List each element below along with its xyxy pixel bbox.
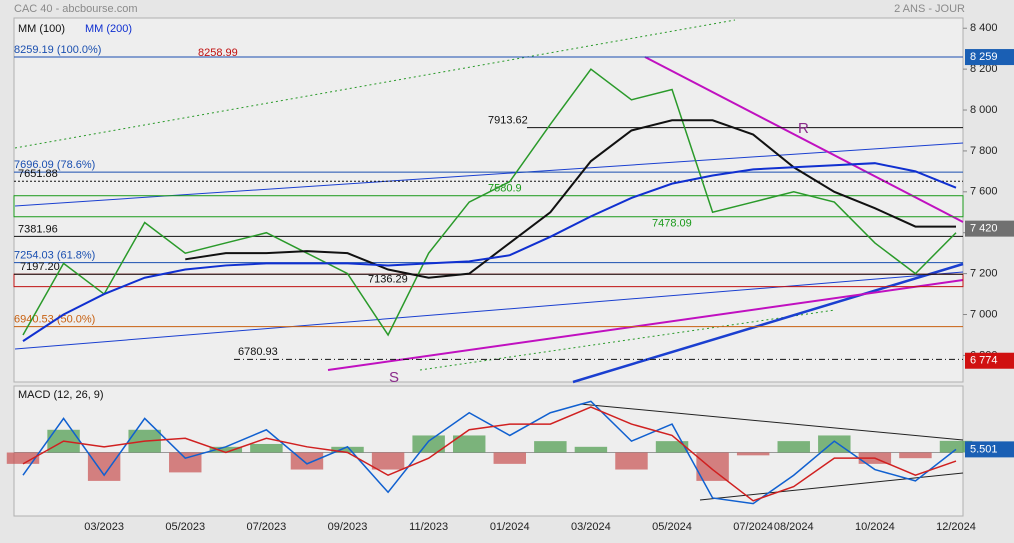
trend-line xyxy=(327,279,964,371)
level-label: 7913.62 xyxy=(488,115,528,127)
zone-label: 7478.09 xyxy=(652,218,692,230)
histogram-bar xyxy=(574,446,608,453)
zone xyxy=(13,195,964,218)
y-tick-label: 7 200 xyxy=(970,268,998,280)
price-marker xyxy=(965,49,1014,66)
trend-line xyxy=(644,56,964,223)
histogram-bar xyxy=(169,452,202,473)
histogram-bar xyxy=(777,441,810,453)
level-label: 8259.19 (100.0%) xyxy=(14,44,101,56)
histogram-bar xyxy=(696,452,729,481)
histogram-bar xyxy=(615,452,648,470)
legend-entry: MM (100) xyxy=(18,23,65,35)
x-tick-label: 07/2024 xyxy=(733,521,773,533)
histogram-bar xyxy=(655,441,689,453)
y-tick-label: 7 600 xyxy=(970,186,998,198)
histogram-bar xyxy=(87,452,121,481)
series-line xyxy=(22,68,957,337)
histogram-bar xyxy=(209,446,243,453)
price-marker-label: 7 420 xyxy=(970,223,998,235)
macd-title: MACD (12, 26, 9) xyxy=(18,389,104,401)
histogram-bar xyxy=(412,435,445,453)
x-tick-label: 05/2024 xyxy=(652,521,692,533)
legend-entry: MM (200) xyxy=(85,23,132,35)
histogram-bar xyxy=(534,441,567,453)
x-tick-label: 03/2024 xyxy=(571,521,611,533)
x-tick-label: 11/2023 xyxy=(409,521,448,533)
level-label: 7651.88 xyxy=(18,168,58,180)
price-marker-label: 8 259 xyxy=(970,51,998,63)
series-line xyxy=(22,400,957,505)
histogram-bar xyxy=(939,440,973,453)
histogram-bar xyxy=(331,446,364,453)
x-tick-label: 03/2023 xyxy=(84,521,124,533)
annotation: S xyxy=(389,369,399,386)
chart-subtitle: 2 ANS - JOUR xyxy=(894,3,965,15)
zone-label: 7580.9 xyxy=(488,183,522,195)
peak-label: 8258.99 xyxy=(198,47,238,59)
histogram-bar xyxy=(899,452,932,459)
histogram-bar xyxy=(736,452,770,456)
level-label: 7197.20 xyxy=(20,261,60,273)
zone-label: 7136.29 xyxy=(368,274,408,286)
series-line xyxy=(22,406,957,502)
price-marker xyxy=(965,352,1014,369)
y-tick-label: 8 400 xyxy=(970,22,998,34)
trend-line xyxy=(14,19,736,149)
y-tick-label: 7 000 xyxy=(970,308,998,320)
level-label: 6780.93 xyxy=(238,346,278,358)
x-tick-label: 09/2023 xyxy=(328,521,368,533)
data-layer: 7580.9 7478.09 7136.29 8259.19 (100.0%) 7913… xyxy=(6,22,1014,533)
price-marker-label: 6 774 xyxy=(970,355,998,367)
price-panel xyxy=(13,17,964,383)
histogram-bar xyxy=(493,452,527,464)
trend-line xyxy=(572,262,964,384)
x-tick-label: 01/2024 xyxy=(490,521,530,533)
x-tick-label: 07/2023 xyxy=(247,521,287,533)
histogram-bar xyxy=(452,435,486,453)
annotation: R xyxy=(798,120,809,137)
series-line xyxy=(185,119,956,279)
x-tick-label: 08/2024 xyxy=(774,521,814,533)
y-tick-label: 8 000 xyxy=(970,104,998,116)
trend-line xyxy=(14,271,964,350)
histogram-bar xyxy=(371,452,405,470)
trend-line xyxy=(579,403,964,441)
x-tick-label: 10/2024 xyxy=(855,521,895,533)
histogram-bar xyxy=(6,452,40,464)
series-line xyxy=(22,162,957,342)
level-label: 7381.96 xyxy=(18,223,58,235)
x-tick-label: 12/2024 xyxy=(936,521,976,533)
histogram-bar xyxy=(250,443,283,453)
x-tick-label: 05/2023 xyxy=(165,521,205,533)
y-tick-label: 7 800 xyxy=(970,145,998,157)
y-tick-label: 8 200 xyxy=(970,63,998,75)
level-label: 7696.09 (78.6%) xyxy=(14,159,95,171)
macd-marker-label: 5.501 xyxy=(970,443,998,455)
trend-lines xyxy=(14,19,964,501)
level-label: 7254.03 (61.8%) xyxy=(14,249,95,261)
price-marker xyxy=(965,220,1014,237)
macd-marker xyxy=(965,441,1014,458)
chart-title: CAC 40 - abcbourse.com xyxy=(14,3,138,15)
